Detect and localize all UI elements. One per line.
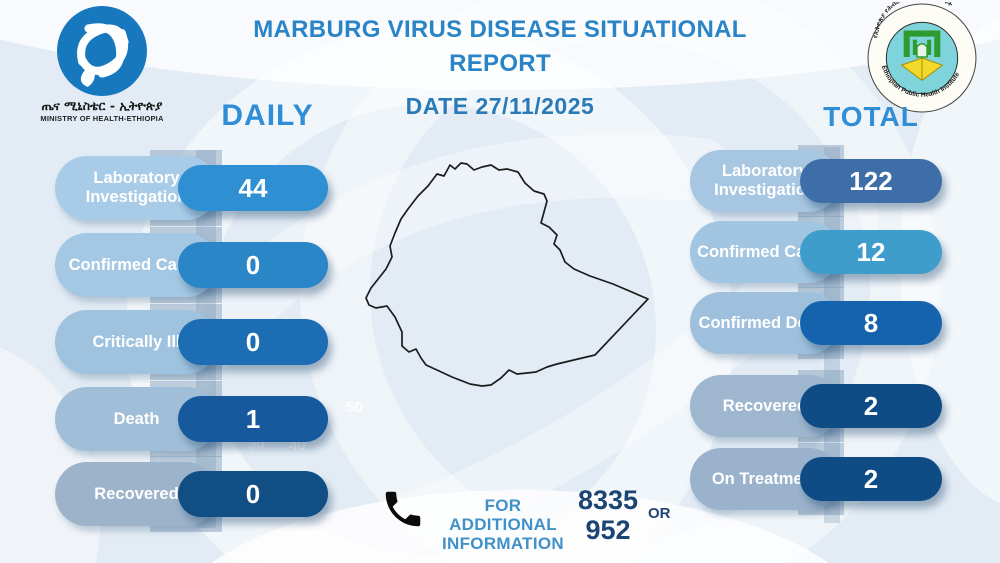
stat-label: Laboratory Investigation	[714, 162, 816, 199]
stat-label: Confirmed Death	[698, 313, 832, 332]
stat-value-pill: 44	[178, 165, 328, 211]
report-title-line1: MARBURG VIRUS DISEASE SITUATIONAL	[253, 16, 747, 43]
stat-value-pill: 2	[800, 384, 942, 428]
report-title: MARBURG VIRUS DISEASE SITUATIONAL REPORT	[230, 13, 770, 81]
stat-value: 8	[863, 307, 879, 338]
moh-logo: ጤና ሚኒስቴር - ኢትዮጵያ MINISTRY OF HEALTH-ETHI…	[32, 6, 172, 123]
stat-value-pill: 8	[800, 301, 942, 345]
daily-stat-confirmed-cases: Confirmed Cases 0	[55, 227, 328, 303]
moh-english-name: MINISTRY OF HEALTH-ETHIOPIA	[40, 114, 164, 123]
daily-stat-recovered: Recovered 0	[55, 456, 328, 532]
stat-label: Critically Ill	[92, 332, 181, 351]
total-stat-confirmed-death: Confirmed Death 8	[690, 287, 942, 359]
or-label: OR	[648, 505, 671, 522]
stat-value-pill: 0	[178, 242, 328, 288]
stat-label: Recovered	[94, 484, 179, 503]
stat-label: Confirmed Cases	[697, 242, 833, 261]
stat-value: 12	[856, 236, 886, 267]
ephi-logo: የኢትዮጵያ የሕብረተሰብ ጤና ኢንስቲትዩት Ethiopian Publ…	[867, 2, 977, 113]
stat-value-pill: 12	[800, 230, 942, 274]
ephi-emblem	[900, 30, 944, 82]
hotline-numbers: 8335 952	[570, 485, 646, 545]
daily-stat-critically-ill: Critically Ill 0	[55, 304, 328, 380]
stat-label-pill: Recovered	[55, 462, 218, 526]
daily-stat-laboratory-investigation: Laboratory Investigation 44	[55, 150, 328, 226]
total-stat-laboratory-investigation: Laboratory Investigation 122	[690, 145, 942, 217]
total-heading: TOTAL	[823, 101, 919, 132]
additional-info-line1: FOR ADDITIONAL	[449, 496, 557, 534]
stat-value-pill: 122	[800, 159, 942, 203]
report-date: DATE 27/11/2025	[405, 93, 595, 119]
stat-value-pill: 0	[178, 471, 328, 517]
stat-label: Confirmed Cases	[68, 255, 205, 274]
phone-icon	[385, 491, 421, 527]
ethiopia-map-outline	[365, 162, 649, 387]
stat-value: 44	[238, 172, 268, 203]
stat-value-pill: 2	[800, 457, 942, 501]
moh-amharic-name: ጤና ሚኒስቴር - ኢትዮጵያ	[41, 98, 163, 113]
total-stat-confirmed-cases: Confirmed Cases 12	[690, 216, 942, 288]
stat-value: 1	[245, 403, 261, 434]
stat-label: On Treatment	[711, 469, 819, 488]
stat-value: 2	[863, 390, 879, 421]
additional-info-text: FOR ADDITIONAL INFORMATION	[432, 496, 574, 553]
report-title-line2: REPORT	[449, 50, 551, 77]
moh-knot-icon	[57, 6, 147, 96]
additional-info-line2: INFORMATION	[442, 534, 564, 553]
daily-stat-death: Death 1	[55, 381, 328, 457]
hotline-primary: 8335	[577, 485, 639, 515]
stat-label: Laboratory Investigation	[85, 169, 188, 206]
stat-value-pill: 1	[178, 396, 328, 442]
hotline-secondary: 952	[585, 515, 631, 545]
stat-value: 2	[863, 463, 879, 494]
stat-label: Recovered	[722, 396, 808, 415]
total-stat-on-treatment: On Treatment 2	[690, 443, 942, 515]
watermark-number-50: 50	[346, 399, 363, 416]
stat-label: Death	[113, 409, 160, 428]
stat-value: 122	[849, 165, 893, 196]
stat-value-pill: 0	[178, 319, 328, 365]
total-stat-recovered: Recovered 2	[690, 370, 942, 442]
stat-value: 0	[245, 478, 261, 509]
stat-value: 0	[245, 249, 261, 280]
stat-value: 0	[245, 326, 261, 357]
daily-heading: DAILY	[221, 99, 314, 132]
